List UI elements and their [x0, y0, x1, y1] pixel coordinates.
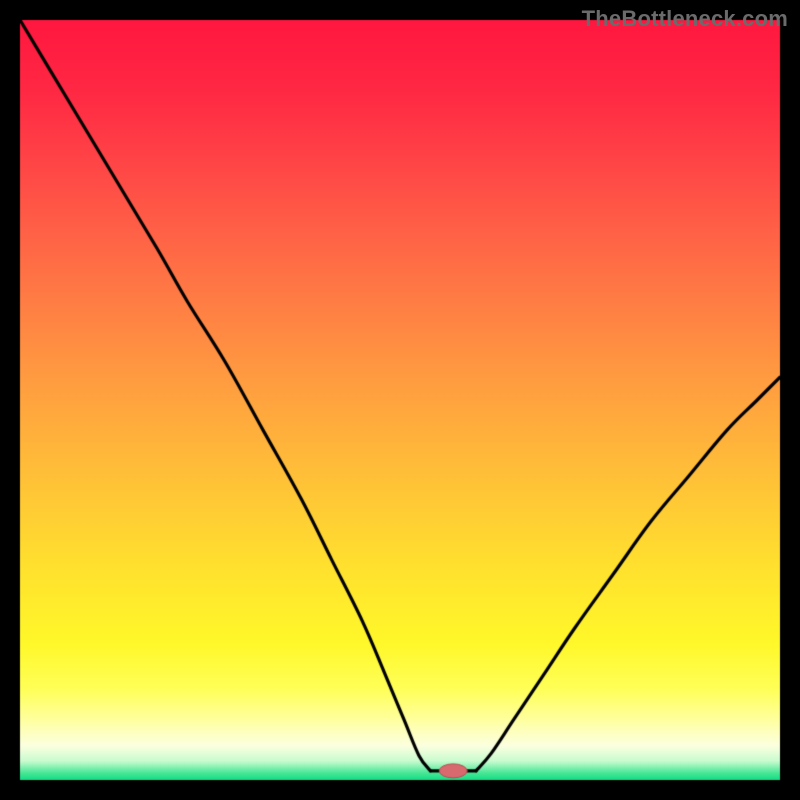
bottleneck-chart	[0, 0, 800, 800]
watermark-text: TheBottleneck.com	[582, 6, 788, 32]
